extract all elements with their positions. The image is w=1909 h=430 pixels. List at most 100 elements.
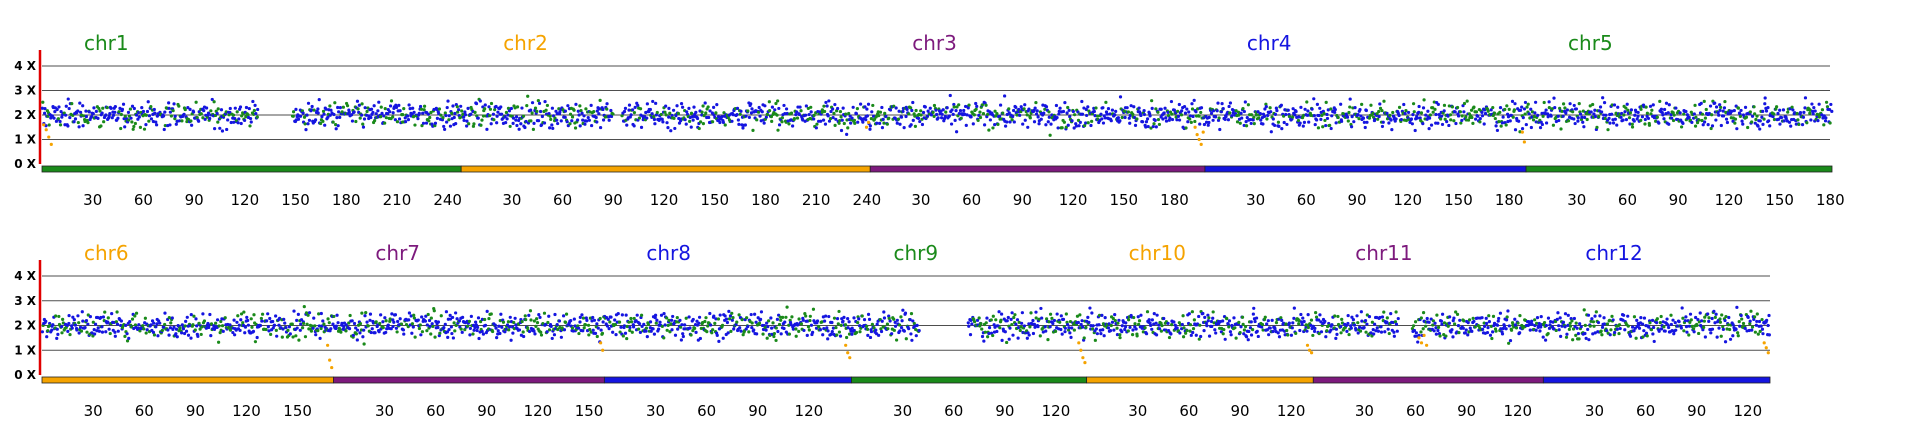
data-point: [1636, 114, 1640, 118]
data-point: [390, 312, 394, 316]
data-point: [114, 320, 119, 324]
chromosome-label: chr10: [1129, 241, 1186, 265]
data-point: [44, 319, 48, 323]
data-point: [1512, 108, 1517, 112]
data-point: [1739, 108, 1743, 113]
data-point: [1094, 327, 1098, 331]
data-point: [220, 129, 225, 133]
data-point: [228, 323, 232, 327]
data-point: [814, 126, 818, 130]
data-point: [489, 312, 493, 316]
data-point: [646, 322, 651, 326]
data-point: [858, 330, 862, 334]
data-point: [1277, 124, 1281, 128]
data-point: [1753, 330, 1757, 334]
data-point: [1687, 333, 1691, 337]
data-point: [1396, 316, 1400, 321]
data-point: [1714, 312, 1718, 316]
data-point: [430, 322, 434, 326]
data-point: [1546, 331, 1550, 336]
data-point: [1497, 316, 1501, 321]
data-point: [1188, 323, 1193, 327]
data-point: [846, 316, 850, 321]
data-point: [503, 115, 507, 119]
data-point: [1156, 110, 1160, 114]
data-point: [1319, 330, 1324, 334]
data-point: [1808, 108, 1812, 112]
data-point: [1717, 326, 1721, 330]
data-point: [1157, 327, 1162, 331]
data-point: [1607, 116, 1611, 120]
data-point: [188, 107, 192, 111]
data-point: [1506, 115, 1511, 119]
data-point: [1149, 126, 1153, 130]
data-point: [1526, 102, 1530, 106]
data-point: [720, 323, 725, 327]
data-point: [322, 112, 326, 116]
data-point: [918, 119, 922, 124]
data-point: [593, 331, 598, 335]
data-point: [1313, 122, 1317, 127]
data-point: [1625, 102, 1629, 106]
data-point: [1305, 100, 1309, 104]
data-point: [1149, 323, 1153, 328]
data-point: [1417, 110, 1421, 114]
data-point: [142, 327, 146, 331]
data-point: [1743, 105, 1748, 109]
data-point: [984, 321, 988, 325]
data-point: [246, 318, 250, 323]
data-point: [1329, 107, 1333, 111]
data-point: [1050, 316, 1054, 320]
data-point: [1235, 120, 1240, 124]
data-point: [468, 333, 472, 337]
data-point: [1334, 121, 1338, 125]
data-point: [369, 115, 373, 120]
data-point: [1173, 323, 1177, 327]
data-point: [1427, 127, 1431, 131]
data-point: [1529, 107, 1533, 111]
data-point: [1733, 121, 1737, 125]
data-point: [868, 127, 872, 131]
data-point: [1261, 328, 1265, 332]
data-point: [368, 312, 373, 316]
data-point: [635, 313, 639, 317]
deviation-point: [47, 135, 51, 139]
data-point: [744, 114, 748, 118]
data-point: [1302, 120, 1307, 125]
data-point: [1581, 120, 1585, 124]
data-point: [1696, 317, 1700, 322]
data-point: [649, 329, 653, 333]
data-point: [765, 321, 769, 325]
data-point: [508, 124, 512, 129]
data-point: [328, 104, 332, 108]
data-point: [1736, 334, 1740, 338]
data-point: [106, 316, 110, 320]
data-point: [1710, 124, 1715, 128]
data-point: [660, 324, 664, 328]
data-point: [1450, 105, 1454, 109]
data-point: [824, 314, 828, 318]
data-point: [81, 124, 85, 128]
data-point: [1012, 108, 1016, 113]
data-point: [724, 317, 729, 321]
data-point: [770, 105, 775, 109]
data-point: [1206, 123, 1210, 127]
data-point: [778, 315, 782, 319]
data-point: [1226, 118, 1231, 122]
data-point: [1778, 108, 1782, 112]
data-point: [297, 338, 301, 342]
data-point: [1493, 116, 1497, 121]
data-point: [1632, 329, 1636, 333]
data-point: [620, 313, 624, 317]
data-point: [385, 327, 389, 331]
data-point: [43, 111, 47, 115]
data-point: [451, 104, 455, 108]
data-point: [1205, 324, 1209, 328]
data-point: [935, 112, 939, 117]
data-point: [878, 110, 883, 114]
data-point: [835, 333, 839, 337]
data-point: [1360, 102, 1364, 106]
data-point: [767, 108, 772, 113]
data-point: [1410, 326, 1415, 331]
data-point: [633, 105, 637, 109]
